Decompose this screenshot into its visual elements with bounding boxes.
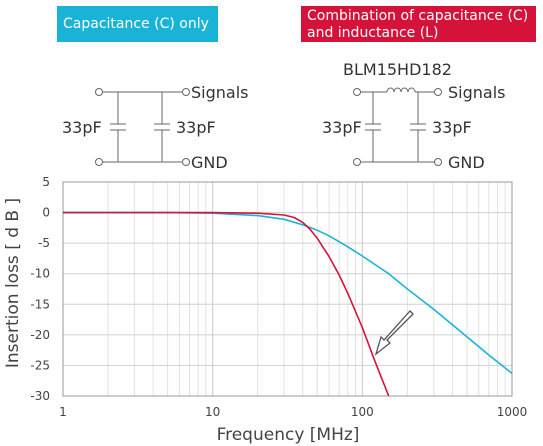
left-cap1-label: 33pF	[62, 118, 102, 137]
y-tick-label: -10	[30, 267, 50, 281]
y-axis-title: Insertion loss [ d B ]	[3, 198, 23, 368]
series-line-1	[63, 211, 512, 375]
right-cap2-label: 33pF	[432, 118, 472, 137]
y-tick-label: -20	[30, 328, 50, 342]
terminal	[95, 88, 103, 96]
x-axis-title: Frequency [MHz]	[217, 425, 360, 445]
y-tick-label: -15	[30, 297, 50, 311]
series-line-2	[63, 211, 390, 396]
legend-combination: Combination of capacitance (C) and induc…	[301, 6, 536, 42]
legend-capacitance-only-text: Capacitance (C) only	[63, 15, 209, 32]
x-tick-label: 100	[351, 405, 374, 419]
legend-combination-text: Combination of capacitance (C) and induc…	[307, 8, 528, 42]
y-tick-label: 5	[42, 175, 50, 189]
part-number-label: BLM15HD182	[343, 60, 452, 79]
inductor-coil	[386, 87, 416, 93]
right-signals-label: Signals	[448, 83, 505, 102]
terminal	[434, 158, 442, 166]
terminal	[434, 88, 442, 96]
terminal	[182, 158, 190, 166]
plot-frame	[62, 181, 513, 397]
legend-combination-line1: Combination of capacitance (C)	[307, 8, 529, 24]
x-tick-label: 1000	[497, 405, 528, 419]
legend-capacitance-only: Capacitance (C) only	[57, 6, 218, 42]
y-tick-label: -30	[30, 389, 50, 403]
terminal	[182, 88, 190, 96]
y-tick-label: -5	[38, 236, 50, 250]
circuit-c-only	[95, 88, 190, 166]
terminal	[95, 158, 103, 166]
left-cap2-label: 33pF	[176, 118, 216, 137]
annotation-arrow	[374, 310, 414, 356]
right-gnd-label: GND	[448, 153, 485, 172]
terminal	[353, 88, 361, 96]
plot-area: 5 0 -5 -10 -15 -20 -25 -30 1 10 100 1000	[30, 175, 527, 419]
circuit-lc	[353, 87, 442, 166]
y-tick-label: -25	[30, 358, 50, 372]
x-tick-label: 10	[205, 405, 220, 419]
left-signals-label: Signals	[191, 83, 248, 102]
y-tick-label: 0	[42, 206, 50, 220]
legend-combination-line2: and inductance (L)	[307, 25, 439, 41]
terminal	[353, 158, 361, 166]
right-cap1-label: 33pF	[322, 118, 362, 137]
x-tick-label: 1	[59, 405, 67, 419]
left-gnd-label: GND	[191, 153, 228, 172]
